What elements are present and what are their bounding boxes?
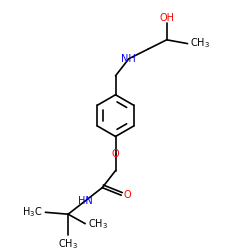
Text: CH$_3$: CH$_3$ — [88, 217, 108, 230]
Text: O: O — [112, 148, 119, 158]
Text: OH: OH — [159, 13, 174, 23]
Text: H$_3$C: H$_3$C — [22, 206, 42, 219]
Text: CH$_3$: CH$_3$ — [58, 238, 78, 250]
Text: O: O — [123, 190, 131, 200]
Text: HN: HN — [78, 196, 92, 206]
Text: CH$_3$: CH$_3$ — [190, 36, 210, 50]
Text: NH: NH — [122, 54, 136, 64]
